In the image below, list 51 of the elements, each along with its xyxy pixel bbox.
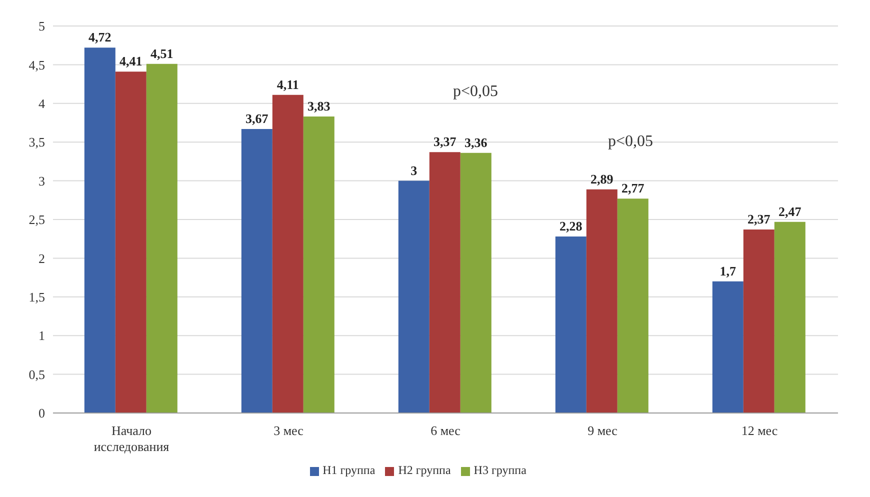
data-label: 4,11 [276, 76, 299, 92]
y-tick-label: 3,5 [28, 134, 45, 150]
y-tick-label: 1 [38, 328, 45, 344]
x-tick-label: 12 мес [741, 423, 778, 438]
legend-label: Н3 группа [474, 463, 526, 477]
legend-label: Н2 группа [398, 463, 451, 477]
data-label: 2,47 [778, 204, 802, 219]
y-tick-label: 0 [38, 406, 45, 421]
data-label: 2,89 [590, 171, 614, 186]
bar [115, 72, 146, 413]
y-tick-label: 2 [38, 250, 45, 266]
data-label: 4,51 [150, 46, 174, 61]
bar [774, 222, 806, 413]
x-tick-label: 6 мес [430, 423, 461, 438]
x-tick-label: 3 мес [274, 423, 304, 438]
bar [241, 128, 272, 413]
annotation: p<0,05 [608, 133, 654, 151]
bar [586, 189, 618, 413]
data-label: 4,41 [120, 54, 142, 69]
bar [617, 198, 648, 413]
data-label: 1,7 [720, 263, 737, 278]
bar [429, 152, 460, 413]
data-label: 2,28 [560, 218, 583, 234]
y-tick-label: 1,5 [28, 290, 45, 305]
bar [272, 94, 304, 413]
legend-label: Н1 группа [322, 463, 376, 477]
data-label: 2,37 [748, 212, 771, 227]
bar [146, 64, 178, 413]
bar [84, 48, 116, 413]
data-label: 3,36 [464, 134, 488, 150]
data-label: 3,83 [308, 98, 331, 114]
x-tick-label: 9 мес [588, 423, 618, 438]
x-tick-label: Начало исследования [94, 423, 170, 454]
y-tick-label: 4 [38, 96, 46, 112]
data-label: 3 [410, 162, 418, 178]
y-tick-label: 5 [38, 18, 45, 34]
y-tick-label: 3 [38, 173, 45, 188]
data-label: 2,77 [622, 180, 645, 196]
bar [555, 236, 586, 413]
data-label: 4,72 [88, 30, 112, 45]
bar [398, 180, 430, 413]
y-tick-label: 2,5 [28, 212, 45, 228]
annotation: p<0,05 [453, 83, 498, 101]
y-tick-label: 4,5 [28, 57, 45, 72]
data-label: 3,67 [246, 110, 269, 126]
data-label: 3,37 [434, 134, 457, 150]
bar [460, 152, 492, 413]
y-tick-label: 0,5 [28, 366, 45, 382]
bar [303, 116, 334, 413]
bar [712, 281, 744, 413]
bar [743, 230, 774, 413]
